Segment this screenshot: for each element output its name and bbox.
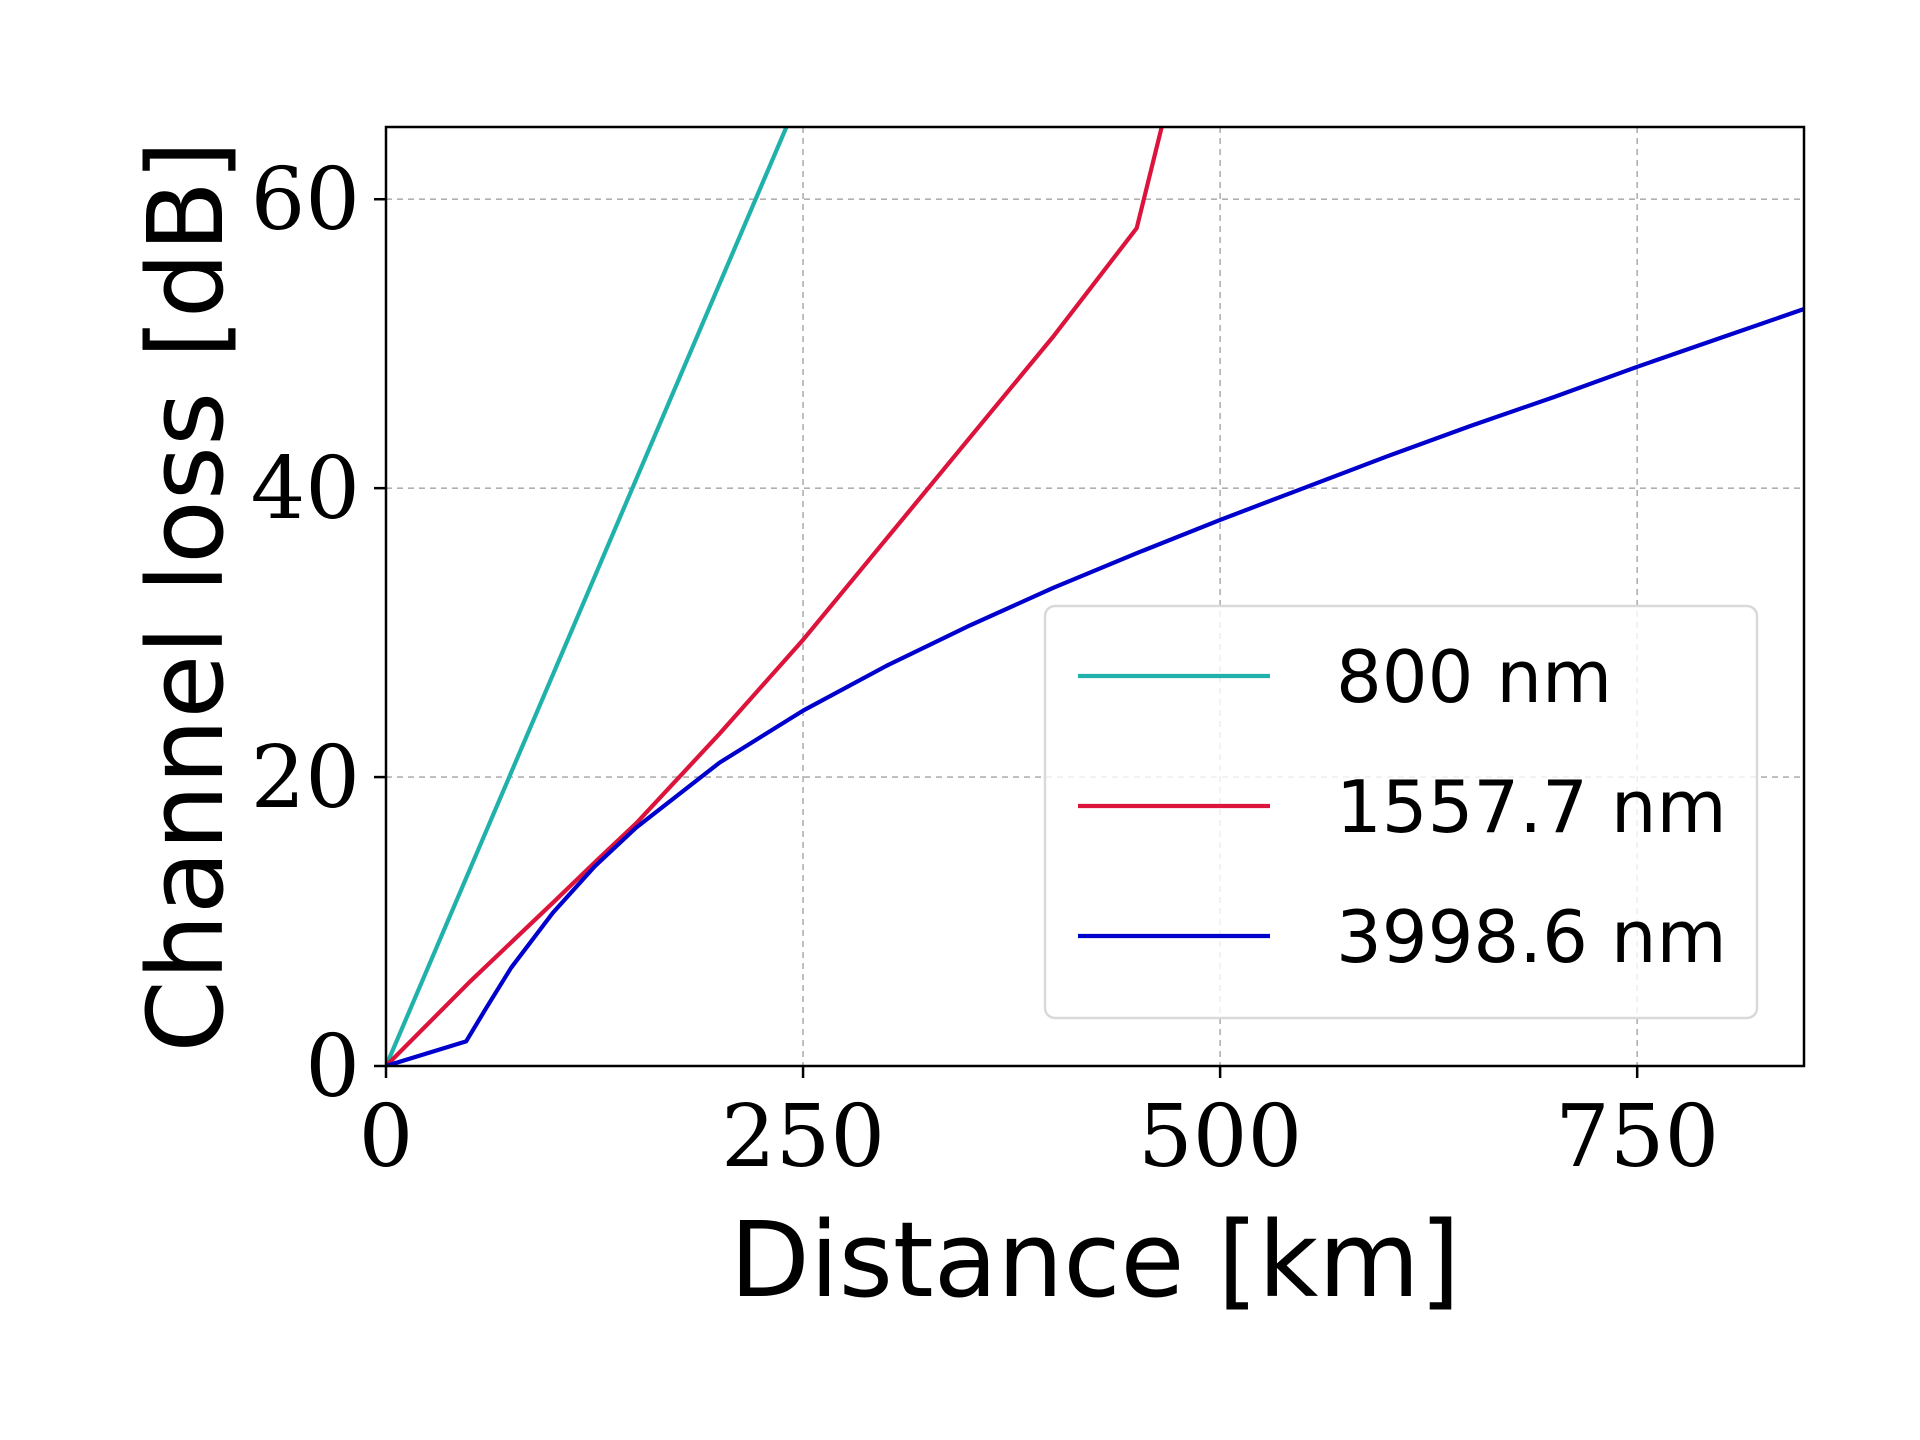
- x-tick-label: 0: [359, 1087, 414, 1187]
- y-tick-label: 0: [305, 1017, 360, 1117]
- y-tick-label: 20: [251, 728, 360, 828]
- legend-label-800nm: 800 nm: [1336, 635, 1612, 719]
- x-tick-label: 250: [721, 1087, 885, 1187]
- legend: 800 nm 1557.7 nm 3998.6 nm: [1043, 604, 1759, 1020]
- axis-ticks: 0 250 500 750 0 20 40 60: [251, 150, 1720, 1187]
- legend-label-3998nm: 3998.6 nm: [1336, 895, 1727, 979]
- y-axis-title: Channel loss [dB]: [125, 140, 247, 1053]
- series-line-2: [386, 307, 1804, 1066]
- y-tick-label: 40: [251, 439, 360, 539]
- x-axis-title: Distance [km]: [730, 1199, 1461, 1321]
- y-tick-label: 60: [251, 150, 360, 250]
- x-tick-label: 750: [1555, 1087, 1719, 1187]
- legend-label-1557nm: 1557.7 nm: [1336, 765, 1727, 849]
- x-tick-label: 500: [1138, 1087, 1302, 1187]
- series-line-1: [386, 127, 1164, 1066]
- plot-frame: [384, 125, 1806, 1068]
- data-series: [386, 127, 1804, 1066]
- series-line-0: [386, 127, 789, 1066]
- legend-box: [1043, 604, 1759, 1020]
